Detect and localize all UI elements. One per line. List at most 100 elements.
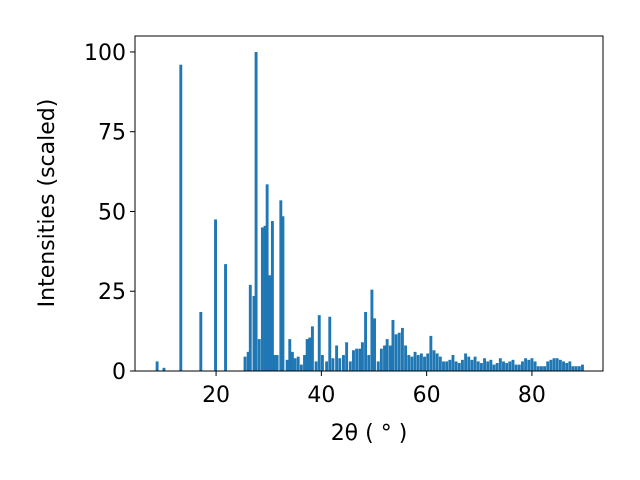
bar [285, 359, 289, 371]
bar [352, 350, 355, 371]
bar [429, 335, 433, 371]
bar [293, 358, 297, 371]
bar [268, 275, 272, 371]
bar [479, 363, 483, 371]
bar [373, 318, 376, 371]
y-tick-label: 25 [98, 280, 126, 305]
bar [296, 356, 300, 371]
plot-frame [134, 35, 604, 372]
bar [562, 361, 565, 371]
bar [379, 348, 383, 371]
bar [305, 339, 309, 371]
bar [445, 361, 449, 371]
bar [555, 358, 559, 371]
bar [252, 296, 256, 371]
bar [314, 361, 318, 371]
y-axis-label: Intensities (scaled) [35, 99, 60, 308]
bar [549, 359, 553, 371]
bar [338, 358, 342, 371]
bar [308, 337, 312, 371]
bar [495, 363, 499, 371]
bar [413, 351, 417, 371]
bar [331, 358, 335, 371]
bar [473, 356, 477, 371]
bar [524, 358, 528, 371]
bar [416, 355, 420, 371]
bar [483, 358, 486, 371]
bar [581, 364, 584, 371]
bar [385, 339, 389, 371]
bar [279, 200, 283, 371]
bar [527, 359, 531, 371]
bar [391, 319, 395, 371]
bar [435, 353, 439, 371]
bar [451, 355, 455, 371]
bar [492, 364, 496, 371]
bar [460, 359, 464, 371]
bar [410, 356, 414, 371]
bar [505, 363, 509, 371]
bar [530, 358, 534, 371]
bar [432, 350, 436, 371]
bar [514, 364, 518, 371]
bar [254, 51, 258, 371]
bar [454, 361, 458, 371]
bar [243, 356, 247, 371]
x-tick-label: 80 [518, 383, 546, 408]
bar [533, 361, 537, 371]
bar [498, 358, 502, 371]
bar [438, 356, 442, 371]
bar [400, 327, 404, 371]
bar [260, 227, 264, 371]
bar [270, 221, 274, 371]
bar [517, 364, 521, 371]
bar [511, 359, 515, 371]
bar [558, 359, 562, 371]
bar [376, 361, 380, 371]
bar [162, 367, 166, 371]
bar [543, 366, 547, 371]
bar [257, 339, 261, 371]
bar [457, 363, 461, 371]
y-tick-label: 75 [98, 121, 126, 146]
bar [426, 353, 430, 371]
bar [397, 332, 401, 371]
bar [442, 361, 445, 371]
bar [275, 355, 279, 371]
bar [320, 355, 324, 371]
bar [345, 342, 349, 371]
bar [577, 366, 581, 371]
x-axis-label: 2θ ( ° ) [331, 421, 408, 446]
bar [224, 264, 227, 371]
bar [325, 361, 329, 371]
bar [571, 366, 575, 371]
bar [290, 351, 294, 371]
bar [476, 361, 480, 371]
bar [246, 351, 250, 371]
bar [342, 355, 345, 371]
bar [539, 366, 543, 371]
y-tick-label: 0 [112, 360, 126, 385]
bar [358, 348, 362, 371]
bar [303, 355, 306, 371]
x-tick-label: 40 [307, 383, 335, 408]
bar [248, 284, 252, 371]
bar [552, 358, 556, 371]
bar [470, 359, 474, 371]
bar [565, 363, 569, 371]
bar [367, 355, 371, 371]
x-tick-label: 60 [413, 383, 441, 408]
y-tick-label: 50 [98, 200, 126, 225]
bar [265, 184, 269, 371]
bar [360, 342, 364, 371]
bar [310, 326, 314, 371]
bar [288, 339, 292, 371]
bar [502, 361, 505, 371]
bar [355, 348, 359, 371]
bar [467, 356, 471, 371]
bar [464, 353, 468, 371]
bar [383, 345, 386, 371]
bar [299, 364, 303, 371]
bar [536, 366, 540, 371]
bar [281, 216, 285, 371]
